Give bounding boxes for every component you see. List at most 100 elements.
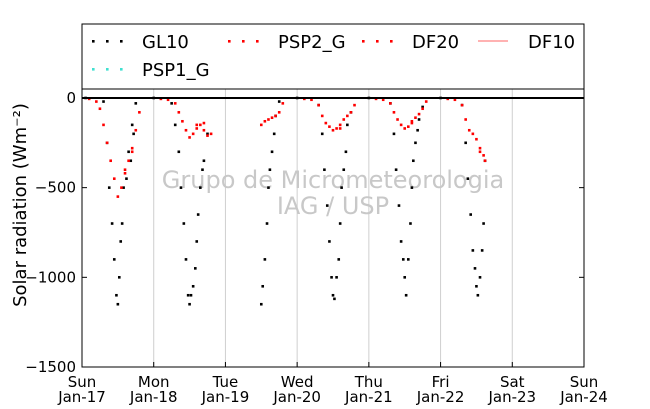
data-point [414,141,417,145]
y-axis-label: Solar radiation (Wm⁻²) [10,103,31,307]
data-point [129,159,133,163]
data-point [471,249,475,252]
x-axis-ticks: SunJan-17MonJan-18TueJan-19WedJan-20ThuJ… [57,362,608,406]
data-point [134,128,138,132]
data-point [478,150,482,154]
grid [153,89,513,367]
data-point [112,258,116,261]
y-tick-label: 0 [66,89,76,107]
data-point [120,222,124,225]
data-point [401,258,405,261]
data-point [335,276,338,279]
x-tick-label-day: Fri [432,373,450,391]
data-point [320,132,324,136]
data-point [469,213,472,216]
data-point [403,276,407,279]
data-point [338,127,342,130]
data-point [392,111,396,114]
data-point [483,159,487,163]
x-tick-label-day: Tue [212,373,239,391]
data-point [191,284,195,288]
watermark-line-1: Grupo de Micrometeorologia [162,166,504,194]
data-point [206,132,209,136]
data-point [407,125,410,128]
legend-point-marker [92,68,95,71]
data-point [466,177,470,180]
data-point [464,118,467,121]
legend-box [81,23,585,90]
data-point [410,121,414,125]
data-point [344,150,348,154]
legend-point-marker [362,40,365,43]
data-point [195,240,199,243]
legend-entry-psp1-g: PSP1_G [92,60,210,81]
data-point [414,116,417,119]
data-point [267,118,270,121]
data-point [125,177,128,180]
data-point [270,116,274,119]
data-point [138,111,141,114]
data-point [95,100,98,103]
data-point [127,159,130,163]
data-point [399,240,403,243]
legend-point-marker [228,40,231,43]
data-point [328,240,331,243]
data-point [259,123,263,127]
data-point [340,186,343,189]
data-point [381,98,385,102]
data-point [105,141,109,145]
data-point [270,150,274,154]
data-point [173,102,177,105]
data-point [342,118,346,121]
legend-label: DF20 [412,32,459,53]
data-point [195,123,199,127]
legend-entry-psp2-g: PSP2_G [228,32,346,53]
data-point [127,150,130,154]
data-point [482,222,485,225]
legend-point-marker [106,68,109,71]
data-point [102,123,105,127]
legend-point-marker [120,40,123,43]
data-point [116,195,120,198]
data-point [130,123,134,127]
data-point [112,177,116,180]
data-point [267,186,270,189]
data-point [98,107,102,111]
data-point [261,284,265,288]
data-point [346,123,349,127]
data-point [130,146,134,150]
data-point [281,102,285,105]
x-tick-label-date: Jan-21 [344,388,393,406]
data-point [115,293,118,297]
data-point [263,258,267,261]
x-tick-label-date: Jan-17 [57,388,106,406]
data-point [181,119,184,123]
data-point [475,284,478,288]
x-tick-label-date: Jan-22 [416,388,465,406]
data-point [460,103,464,107]
data-point [333,297,336,301]
legend: GL10 PSP2_G DF20 DF10 PSP1_G [81,23,585,90]
data-point [353,103,356,107]
data-point [123,171,127,175]
legend-point-marker [376,40,379,43]
data-point [407,258,410,261]
legend-label: PSP2_G [278,32,346,53]
data-point [134,102,138,105]
data-point [338,222,342,225]
x-tick-label-date: Jan-18 [129,388,178,406]
data-point [166,98,170,102]
data-point [107,186,111,189]
data-point [259,302,263,306]
data-point [209,132,213,136]
data-point [392,132,396,136]
y-tick-label: −1500 [25,358,76,376]
x-tick-label-day: Sat [500,373,525,391]
data-point [130,150,134,154]
legend-label: DF10 [528,32,575,53]
data-point [409,222,412,225]
data-point [272,132,276,136]
data-point [202,121,206,125]
legend-point-marker [242,40,245,43]
data-point [170,102,173,105]
